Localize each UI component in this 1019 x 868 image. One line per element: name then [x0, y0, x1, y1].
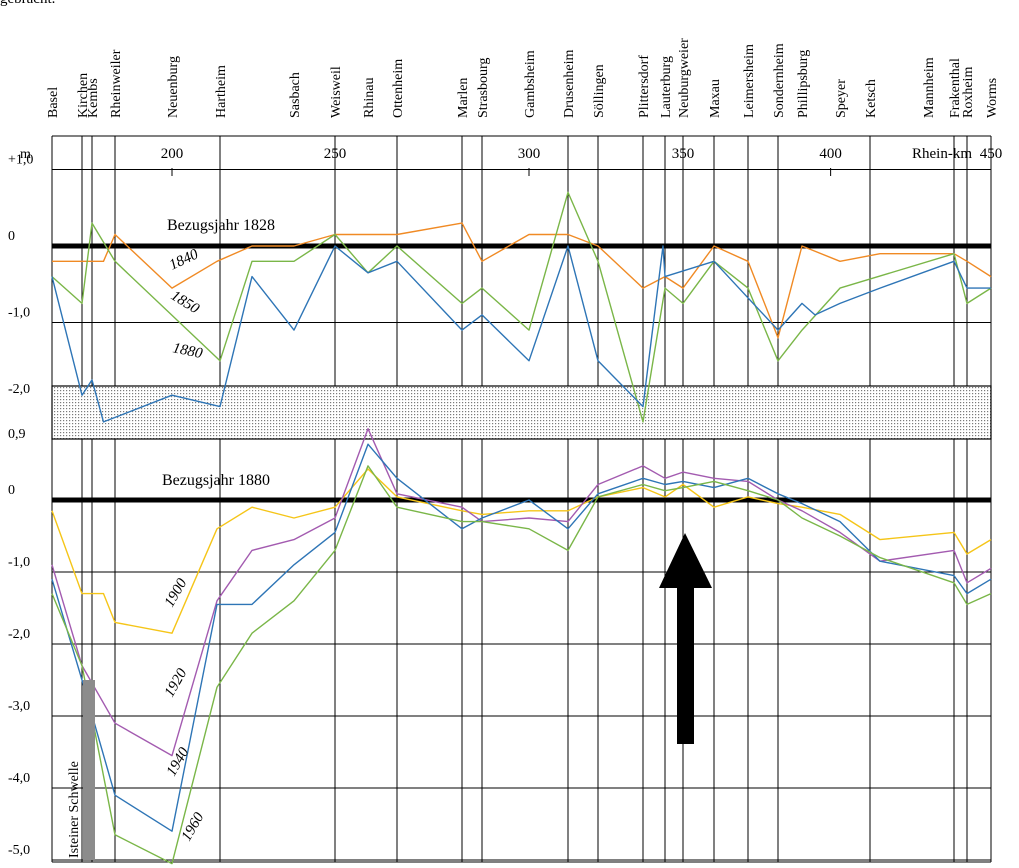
series-line-1940 — [51, 443, 992, 832]
town-label: Weisweil — [329, 66, 344, 118]
x-tick-label: 450 — [980, 146, 1003, 162]
town-label: Sondernheim — [772, 43, 787, 118]
reference-label-1828: Bezugsjahr 1828 — [167, 217, 275, 234]
y-tick-label: -3,0 — [8, 699, 30, 714]
town-label: Ottenheim — [391, 59, 406, 118]
town-label: Marlen — [456, 78, 471, 118]
series-lines — [51, 191, 992, 865]
series-line-1850 — [51, 191, 992, 423]
y-tick-label: -2,0 — [8, 627, 30, 642]
arrow-shaft — [677, 588, 694, 744]
town-label: Mannheim — [922, 57, 937, 118]
town-label: Worms — [985, 78, 1000, 118]
town-label: Kembs — [86, 78, 101, 118]
x-tick-label: 350 — [672, 146, 695, 162]
series-line-1900 — [51, 468, 992, 634]
town-label: Hartheim — [214, 65, 229, 118]
arrow-head — [659, 533, 712, 588]
series-label-1850: 1850 — [168, 288, 202, 318]
y-tick-label: 0,9 — [8, 427, 26, 442]
x-tick-label: 400 — [819, 146, 842, 162]
y-tick-label: +1,0 — [8, 153, 33, 168]
series-label-1880: 1880 — [171, 340, 204, 362]
series-line-1920 — [51, 428, 992, 757]
town-label: Plittersdorf — [637, 55, 652, 118]
isteiner-schwelle-label: Isteiner Schwelle — [67, 761, 82, 858]
break-band — [51, 385, 992, 440]
town-label: Neuburgweier — [677, 38, 692, 118]
x-axis-label: Rhein-km — [912, 146, 972, 162]
town-label: Ketsch — [864, 79, 879, 118]
town-label: Kirchen — [76, 73, 91, 118]
town-label: Söllingen — [592, 64, 607, 118]
town-label: Rhinau — [362, 78, 377, 118]
grid — [51, 135, 992, 863]
x-tick-label: 300 — [518, 146, 541, 162]
y-tick-label: -5,0 — [8, 843, 30, 858]
town-label: Basel — [46, 87, 61, 118]
series-line-1880 — [51, 245, 991, 423]
x-tick-label: 200 — [161, 146, 184, 162]
town-label: Neuenburg — [166, 56, 181, 118]
town-label: Speyer — [834, 79, 849, 118]
town-label: Lauterburg — [659, 56, 674, 118]
y-tick-label: 0 — [8, 483, 15, 498]
series-line-1960 — [51, 465, 992, 865]
town-label: Phillipsburg — [796, 50, 811, 118]
y-tick-label: 0 — [8, 229, 15, 244]
town-label: Leimersheim — [742, 44, 757, 118]
town-label: Sasbach — [288, 72, 303, 118]
series-line-1840 — [52, 222, 992, 339]
series-label-1900: 1900 — [162, 576, 191, 610]
town-label: Maxau — [708, 79, 723, 118]
x-tick-label: 250 — [324, 146, 347, 162]
y-tick-label: -2,0 — [8, 382, 30, 397]
axes: +1,0 0 -1,0 -2,0 0,9 0 -1,0 -2,0 -3,0 -4,0 -5,0 m 20… — [8, 146, 1002, 858]
town-label: Drusenheim — [562, 49, 577, 118]
town-label: Roxheim — [961, 67, 976, 118]
unit-label: m — [20, 147, 31, 162]
series-label-1920: 1920 — [162, 666, 191, 700]
town-label: Rheinweiler — [109, 49, 124, 118]
caption-fragment: gebracht. — [0, 0, 55, 8]
town-label: Gambsheim — [523, 50, 538, 118]
y-tick-label: -1,0 — [8, 306, 30, 321]
isteiner-schwelle-bar — [83, 680, 95, 860]
series-label-1960: 1960 — [179, 810, 208, 844]
y-tick-label: -1,0 — [8, 555, 30, 570]
town-label: Frakenthal — [948, 58, 963, 118]
y-tick-label: -4,0 — [8, 771, 30, 786]
reference-label-1880: Bezugsjahr 1880 — [162, 472, 270, 489]
town-label: Strasbourg — [476, 58, 491, 118]
series-label-1840: 1840 — [167, 246, 201, 273]
